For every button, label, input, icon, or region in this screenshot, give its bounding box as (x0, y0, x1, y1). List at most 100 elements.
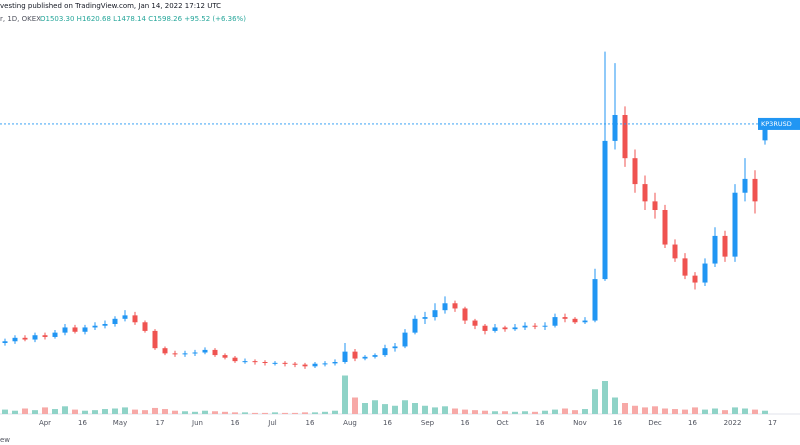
volume-bar (572, 410, 578, 414)
candle-body (152, 330, 158, 349)
volume-bar (362, 403, 368, 414)
candle-body (742, 178, 748, 193)
volume-bar (372, 400, 378, 414)
candle-body (272, 362, 278, 364)
candle-body (702, 263, 708, 283)
candle-body (192, 352, 198, 354)
candle-body (572, 318, 578, 323)
x-tick-label: 16 (536, 419, 545, 427)
candle-body (612, 115, 618, 141)
candle-body (682, 258, 688, 276)
candle-body (452, 303, 458, 309)
candle-body (432, 310, 438, 318)
ohlc-text: O1503.30 H1620.68 L1478.14 C1598.26 +95.… (40, 15, 246, 23)
volume-bar (762, 410, 768, 414)
candle-body (82, 327, 88, 332)
candle-body (352, 351, 358, 359)
volume-bar (222, 411, 228, 414)
volume-bar (492, 411, 498, 414)
volume-bar (682, 409, 688, 414)
candle-body (582, 320, 588, 323)
volume-bar (242, 412, 248, 414)
volume-bar (712, 408, 718, 414)
candle-body (632, 158, 638, 185)
volume-bar (272, 412, 278, 414)
candle-body (32, 335, 38, 340)
volume-bar (182, 411, 188, 414)
candle-body (422, 317, 428, 319)
candle-body (692, 275, 698, 283)
candle-body (362, 356, 368, 359)
volume-bar (502, 411, 508, 414)
candle-body (92, 325, 98, 328)
volume-bar (702, 409, 708, 414)
volume-bar (652, 406, 658, 414)
x-tick-label: Jul (267, 419, 277, 427)
volume-bar (212, 411, 218, 414)
volume-bar (732, 407, 738, 414)
volume-bar (322, 411, 328, 414)
candle-body (12, 337, 18, 342)
candle-body (672, 244, 678, 259)
volume-bar (192, 411, 198, 414)
x-tick-label: 17 (156, 419, 165, 427)
candle-body (412, 318, 418, 333)
volume-bar (402, 400, 408, 414)
x-tick-label: May (113, 419, 127, 427)
volume-bar (412, 403, 418, 414)
candle-body (72, 327, 78, 332)
candle-body (342, 351, 348, 362)
volume-bar (292, 412, 298, 414)
candle-body (222, 355, 228, 358)
x-tick-label: 16 (306, 419, 315, 427)
candle-body (402, 332, 408, 347)
volume-bar (102, 409, 108, 414)
x-tick-label: Oct (496, 419, 508, 427)
volume-bar (472, 410, 478, 414)
candle-body (642, 184, 648, 202)
volume-bar (532, 411, 538, 414)
candle-body (662, 210, 668, 245)
x-tick-label: 16 (688, 419, 697, 427)
candle-body (492, 327, 498, 331)
volume-bar (22, 408, 28, 414)
volume-bar (72, 409, 78, 414)
volume-bar (672, 409, 678, 414)
volume-bar (112, 408, 118, 414)
candle-body (2, 341, 8, 343)
volume-bar (202, 410, 208, 414)
candle-body (622, 115, 628, 159)
candle-body (62, 327, 68, 333)
volume-bar (742, 408, 748, 414)
candle-body (302, 364, 308, 367)
volume-bar (462, 409, 468, 414)
x-tick-label: Aug (343, 419, 357, 427)
candle-body (122, 315, 128, 319)
candle-body (202, 349, 208, 353)
candle-body (182, 353, 188, 355)
candle-body (762, 123, 768, 141)
candle-body (102, 324, 108, 326)
volume-bar (342, 375, 348, 414)
volume-bar (92, 410, 98, 414)
candle-body (262, 362, 268, 363)
x-tick-label: 16 (383, 419, 392, 427)
candle-body (522, 325, 528, 328)
volume-bar (642, 407, 648, 414)
x-tick-label: 16 (461, 419, 470, 427)
x-tick-label: Nov (573, 419, 587, 427)
candle-body (232, 357, 238, 362)
volume-bar (522, 411, 528, 414)
candle-body (312, 363, 318, 367)
candle-body (292, 363, 298, 365)
volume-bar (152, 407, 158, 414)
candle-body (132, 315, 138, 323)
volume-bar (32, 410, 38, 414)
volume-bar (42, 407, 48, 414)
volume-bar (442, 406, 448, 414)
candle-body (712, 235, 718, 264)
volume-bar (262, 412, 268, 414)
candle-body (42, 335, 48, 337)
candle-body (372, 355, 378, 357)
